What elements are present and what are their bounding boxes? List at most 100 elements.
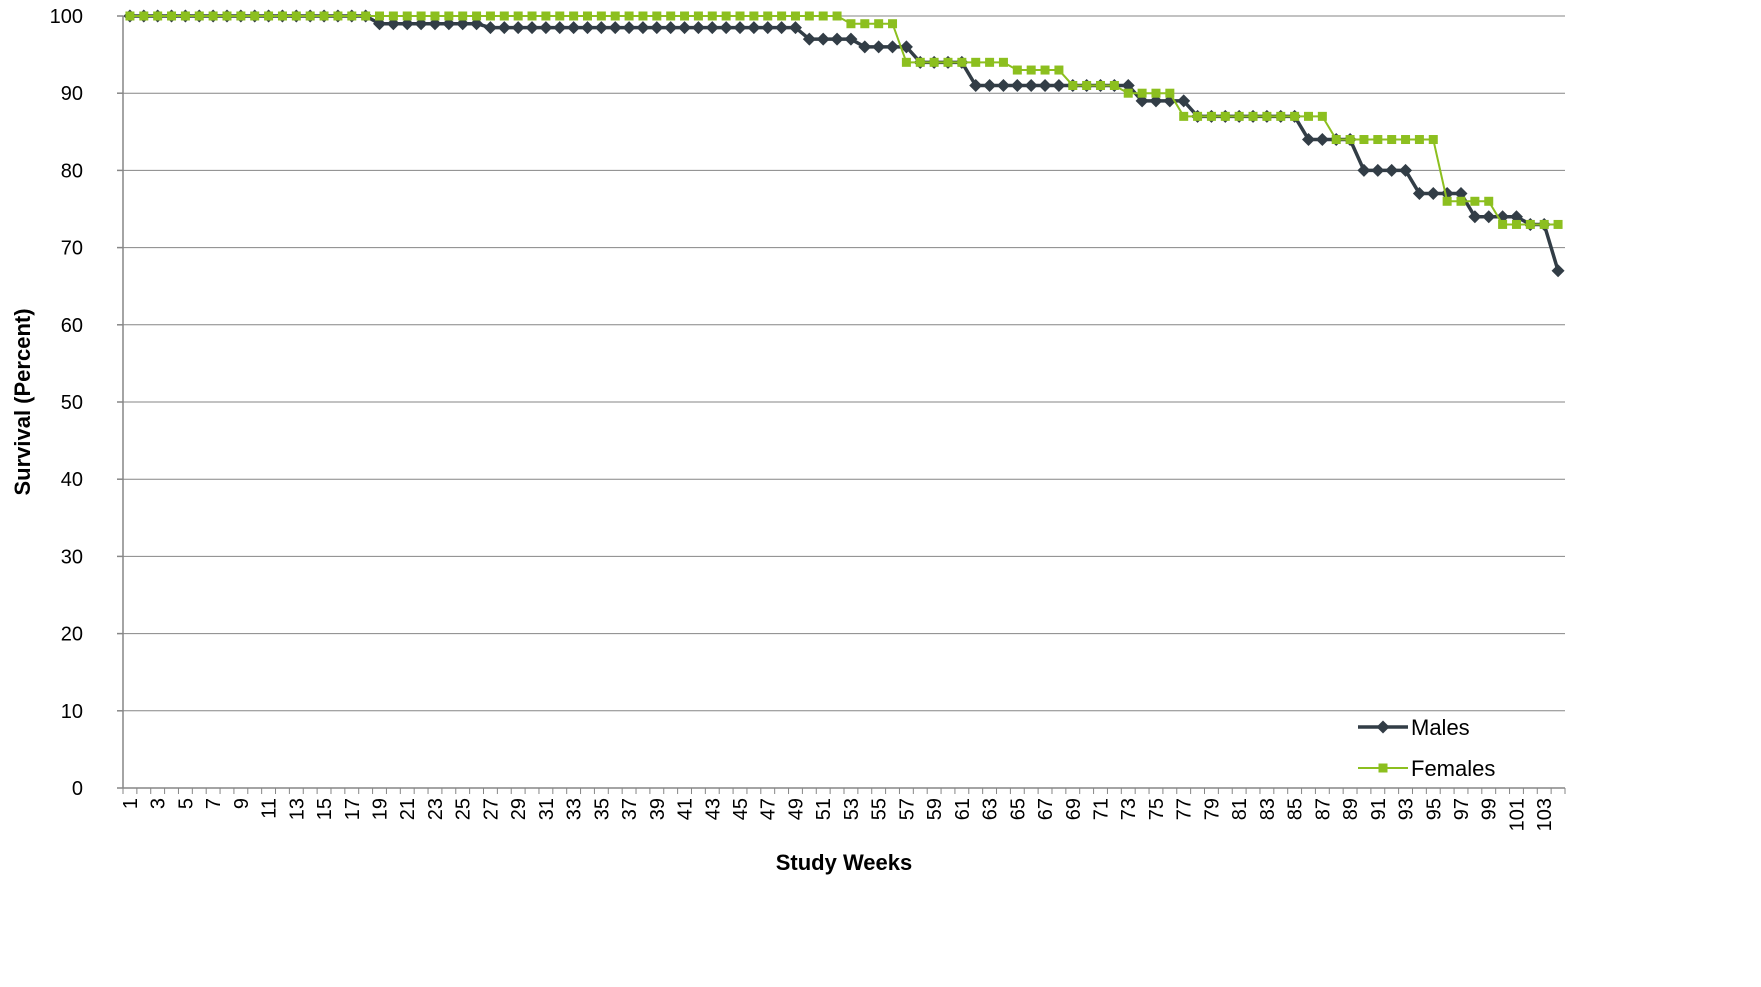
x-tick-label: 3 xyxy=(148,798,170,809)
females-point xyxy=(1498,219,1508,229)
x-tick-label: 95 xyxy=(1423,798,1445,820)
females-point xyxy=(1137,88,1147,98)
females-point xyxy=(541,11,551,21)
males-point xyxy=(1551,264,1565,278)
x-tick-label: 41 xyxy=(675,798,697,820)
males-point xyxy=(996,78,1010,92)
females-point xyxy=(874,19,884,29)
females-line xyxy=(129,15,1559,226)
x-tick-label: 27 xyxy=(480,798,502,820)
males-point xyxy=(553,21,567,35)
females-point xyxy=(666,11,676,21)
x-tick-label: 17 xyxy=(342,798,364,820)
males-point xyxy=(1482,210,1496,224)
females-point xyxy=(153,11,163,21)
series-females xyxy=(125,11,1563,229)
males-point xyxy=(525,21,539,35)
females-point xyxy=(1068,80,1078,90)
females-point xyxy=(1331,135,1341,145)
males-point xyxy=(1315,133,1329,147)
females-point xyxy=(777,11,787,21)
females-point xyxy=(250,11,260,21)
y-tick-label: 20 xyxy=(61,624,83,646)
males-point xyxy=(1024,78,1038,92)
x-tick-label: 53 xyxy=(841,798,863,820)
males-point xyxy=(747,21,761,35)
males-point xyxy=(691,21,705,35)
females-point xyxy=(1151,88,1161,98)
females-point xyxy=(888,19,898,29)
males-point xyxy=(1038,78,1052,92)
x-tick-label: 93 xyxy=(1396,798,1418,820)
y-tick-label: 60 xyxy=(61,315,83,337)
x-tick-label: 65 xyxy=(1007,798,1029,820)
males-point xyxy=(1010,78,1024,92)
females-point xyxy=(485,11,495,21)
females-point xyxy=(416,11,426,21)
males-point xyxy=(1399,163,1413,177)
females-point xyxy=(167,11,177,21)
females-point xyxy=(915,57,925,67)
males-point xyxy=(650,21,664,35)
x-tick-label: 77 xyxy=(1174,798,1196,820)
females-point xyxy=(319,11,329,21)
x-tick-label: 103 xyxy=(1534,798,1556,831)
females-point xyxy=(832,11,842,21)
series-layer xyxy=(123,9,1565,278)
males-point xyxy=(969,78,983,92)
x-axis-ticks: 1 3 5 7 9 11 13 15 17 19 21 23 25 27 29 31 33 35 37 39 41 43 4… xyxy=(120,788,1566,831)
females-point xyxy=(1165,88,1175,98)
females-point xyxy=(1525,219,1535,229)
x-tick-label: 57 xyxy=(896,798,918,820)
females-point xyxy=(901,57,911,67)
x-tick-label: 15 xyxy=(314,798,336,820)
x-tick-label: 1 xyxy=(120,798,142,809)
x-tick-label: 19 xyxy=(370,798,392,820)
legend-label: Males xyxy=(1411,715,1470,740)
females-point xyxy=(444,11,454,21)
females-point xyxy=(1387,135,1397,145)
females-point xyxy=(1026,65,1036,75)
females-point xyxy=(347,11,357,21)
females-point xyxy=(818,11,828,21)
males-point xyxy=(511,21,525,35)
females-point xyxy=(1193,111,1203,121)
females-point xyxy=(180,11,190,21)
x-tick-label: 97 xyxy=(1451,798,1473,820)
females-point xyxy=(472,11,482,21)
males-point xyxy=(761,21,775,35)
y-axis-ticks: 0 10 20 30 40 50 60 70 80 90 100 xyxy=(50,6,123,800)
females-point xyxy=(763,11,773,21)
males-point xyxy=(622,21,636,35)
females-point xyxy=(125,11,135,21)
females-point xyxy=(596,11,606,21)
x-axis-title: Study Weeks xyxy=(776,850,913,875)
females-point xyxy=(333,11,343,21)
x-tick-label: 67 xyxy=(1035,798,1057,820)
females-point xyxy=(139,11,149,21)
y-tick-label: 0 xyxy=(72,778,83,800)
females-point xyxy=(610,11,620,21)
females-point xyxy=(1276,111,1286,121)
females-point xyxy=(680,11,690,21)
females-point xyxy=(1345,135,1355,145)
females-point xyxy=(1456,196,1466,206)
females-point xyxy=(1082,80,1092,90)
y-tick-label: 100 xyxy=(50,6,83,28)
females-point xyxy=(693,11,703,21)
x-tick-label: 9 xyxy=(231,798,253,809)
females-point xyxy=(513,11,523,21)
x-tick-label: 101 xyxy=(1506,798,1528,831)
legend: Males Females xyxy=(1358,715,1495,781)
females-point xyxy=(208,11,218,21)
males-point xyxy=(733,21,747,35)
males-point xyxy=(580,21,594,35)
x-tick-label: 69 xyxy=(1063,798,1085,820)
males-point xyxy=(567,21,581,35)
females-point xyxy=(624,11,634,21)
males-point xyxy=(858,40,872,54)
females-point xyxy=(361,11,371,21)
females-point xyxy=(1401,135,1411,145)
males-point xyxy=(886,40,900,54)
x-tick-label: 23 xyxy=(425,798,447,820)
